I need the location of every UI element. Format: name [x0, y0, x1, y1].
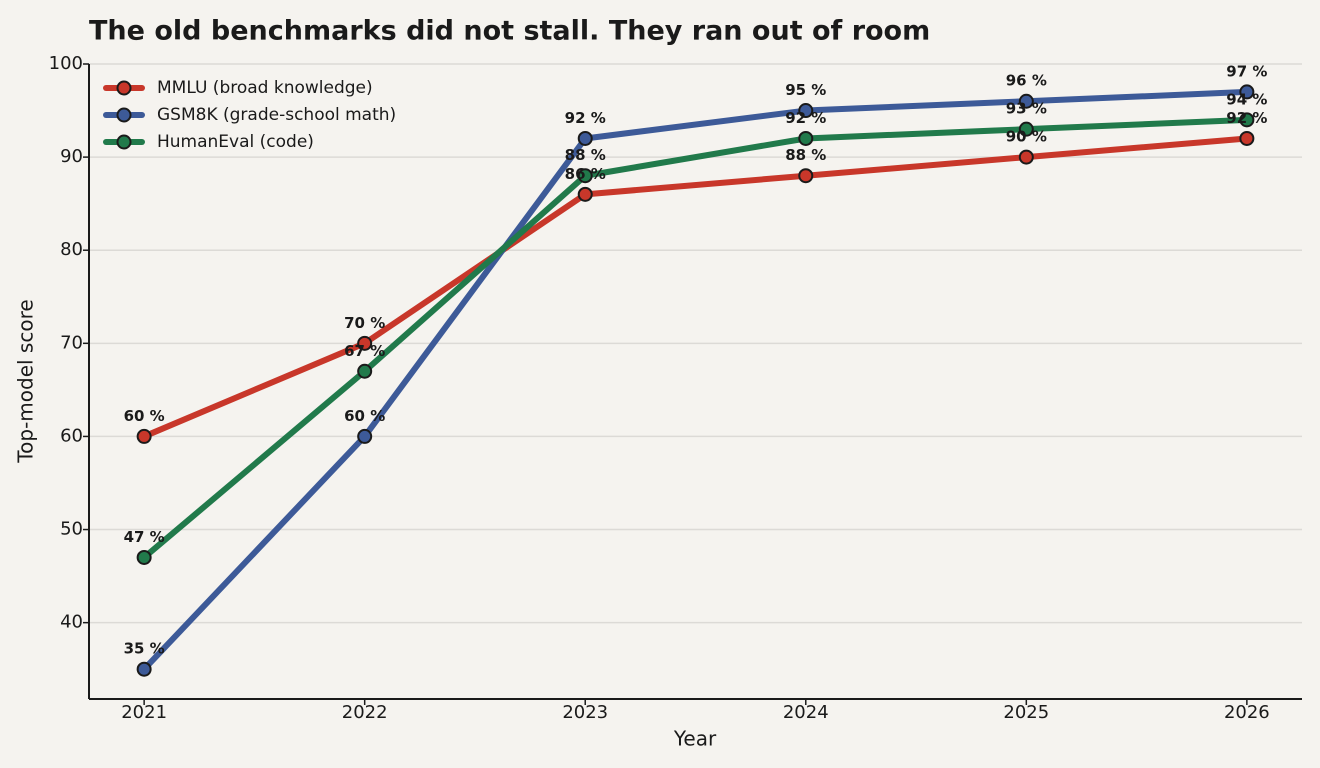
- value-label: 92 %: [785, 109, 826, 127]
- value-label: 47 %: [124, 528, 165, 546]
- x-tick-label: 2024: [783, 702, 829, 723]
- value-label: 35 %: [124, 640, 165, 658]
- value-label: 96 %: [1006, 72, 1047, 90]
- point: [136, 549, 152, 565]
- x-tick-label: 2022: [342, 702, 388, 723]
- series-line: [142, 135, 1248, 440]
- y-tick-label: 70: [60, 332, 83, 353]
- point: [577, 186, 593, 202]
- point: [577, 168, 593, 184]
- value-label: 95 %: [785, 81, 826, 99]
- legend-marker: [116, 134, 132, 150]
- y-tick-label: 50: [60, 519, 83, 540]
- point: [1018, 149, 1034, 165]
- point: [1018, 93, 1034, 109]
- y-tick-label: 60: [60, 425, 83, 446]
- value-label: 67 %: [344, 342, 385, 360]
- point: [577, 130, 593, 146]
- legend-label: MMLU (broad knowledge): [157, 78, 373, 98]
- point: [798, 103, 814, 119]
- series-line: [141, 88, 1247, 672]
- point: [1239, 112, 1255, 128]
- value-label: 60 %: [344, 407, 385, 425]
- point: [1239, 84, 1255, 100]
- point: [357, 363, 373, 379]
- point: [798, 130, 814, 146]
- value-label: 92 %: [1226, 109, 1267, 127]
- value-label: 88 %: [785, 146, 826, 164]
- x-tick-label: 2021: [121, 702, 167, 723]
- value-label: 93 %: [1006, 100, 1047, 118]
- x-tick-label: 2023: [562, 702, 608, 723]
- point: [1018, 121, 1034, 137]
- point: [1239, 130, 1255, 146]
- legend-label: GSM8K (grade-school math): [157, 105, 396, 125]
- value-label: 90 %: [1006, 128, 1047, 146]
- value-label: 97 %: [1226, 62, 1267, 80]
- value-label: 70 %: [344, 314, 385, 332]
- y-tick-label: 90: [60, 146, 83, 167]
- value-label: 60 %: [124, 407, 165, 425]
- point: [798, 168, 814, 184]
- value-label: 94 %: [1226, 90, 1267, 108]
- point: [136, 661, 152, 677]
- value-label: 88 %: [565, 146, 606, 164]
- y-tick-label: 40: [60, 612, 83, 633]
- chart-title: The old benchmarks did not stall. They r…: [89, 16, 930, 47]
- x-tick-label: 2025: [1003, 702, 1049, 723]
- value-label: 86 %: [565, 165, 606, 183]
- legend-marker: [116, 80, 132, 96]
- y-tick-label: 80: [60, 239, 83, 260]
- legend-label: HumanEval (code): [157, 132, 314, 152]
- legend-marker: [116, 107, 132, 123]
- point: [357, 335, 373, 351]
- y-axis-label: Top-model score: [14, 299, 38, 463]
- point: [357, 428, 373, 444]
- x-axis-label: Year: [673, 727, 717, 751]
- series-line: [142, 116, 1247, 560]
- point: [136, 428, 152, 444]
- y-tick-label: 100: [49, 53, 83, 74]
- x-tick-label: 2026: [1224, 702, 1270, 723]
- value-label: 92 %: [565, 109, 606, 127]
